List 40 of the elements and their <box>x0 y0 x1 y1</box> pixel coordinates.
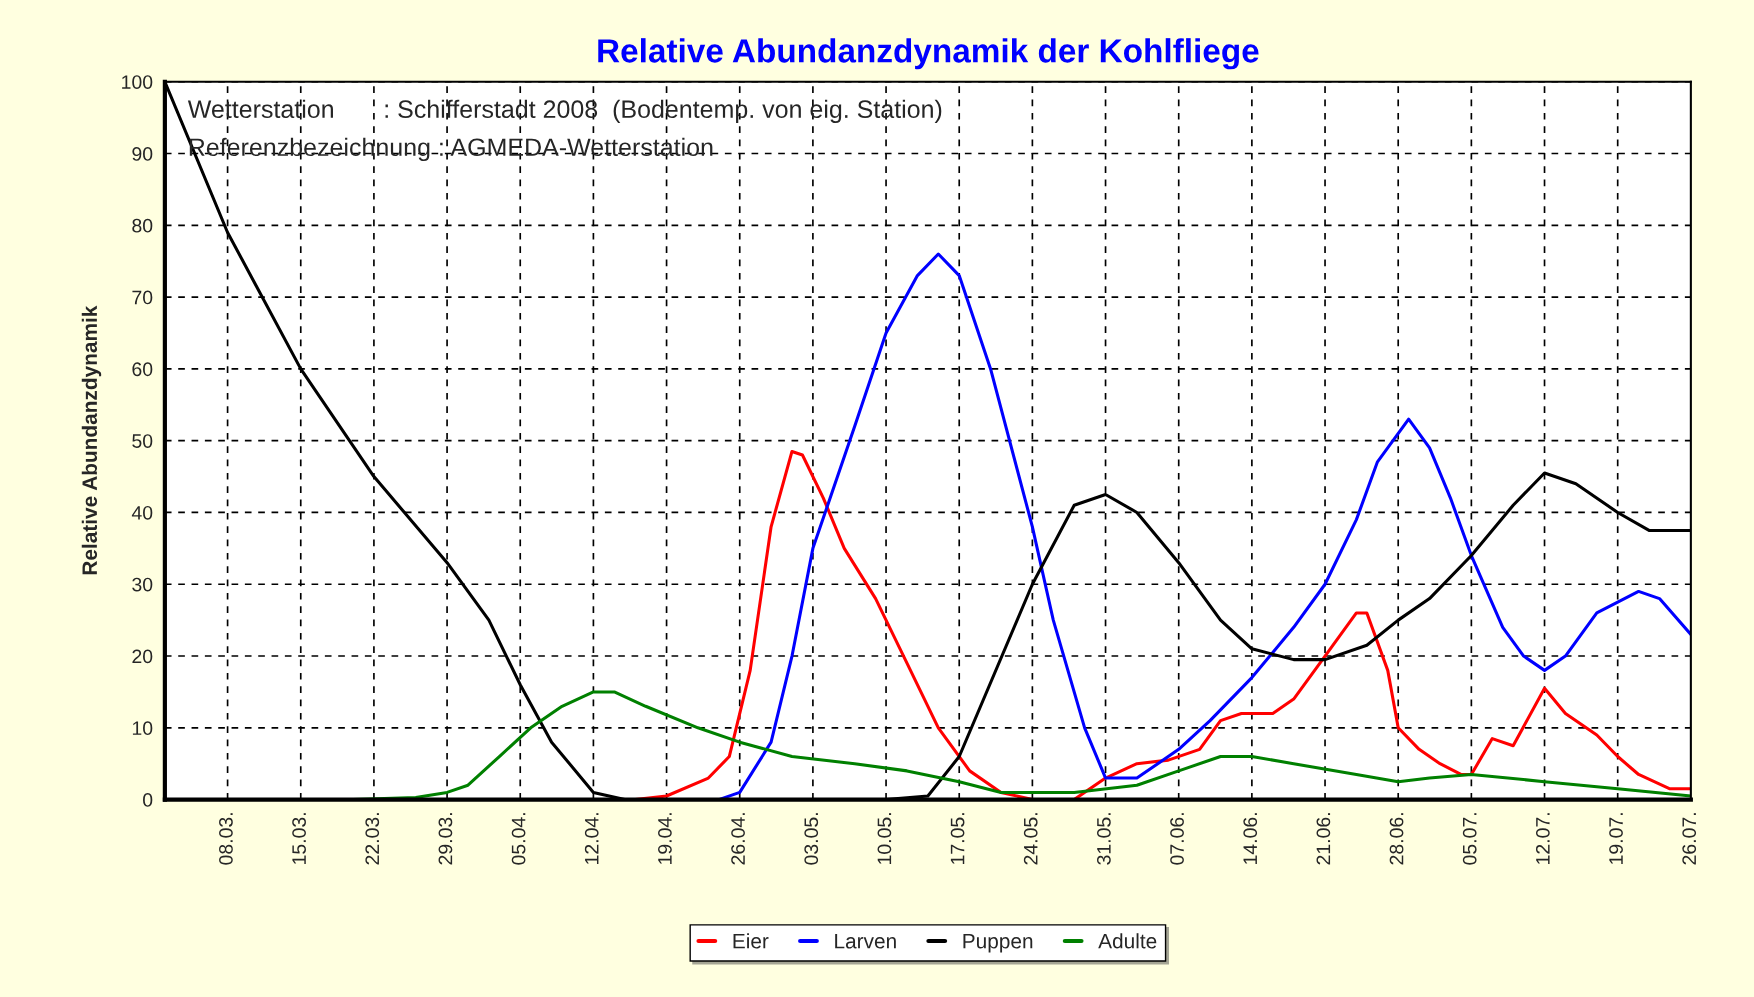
y-tick-label: 100 <box>122 75 153 89</box>
x-tick-label: 31.05. <box>1097 813 1111 865</box>
legend-label: Eier <box>733 933 769 949</box>
x-tick-label: 12.07. <box>1535 813 1550 864</box>
x-tick-label: 10.05. <box>877 813 892 864</box>
x-tick-label: 07.06. <box>1170 813 1184 865</box>
y-tick-label: 80 <box>132 218 153 233</box>
x-tick-label: 22.03. <box>365 813 380 865</box>
x-tick-label: 08.03. <box>219 813 233 865</box>
x-tick-label: 24.05. <box>1023 813 1038 865</box>
legend-label: Puppen <box>963 933 1033 953</box>
y-tick-label: 60 <box>132 362 153 377</box>
line-series <box>717 252 1691 800</box>
x-tick-label: 05.04. <box>511 813 526 865</box>
y-tick-label: 20 <box>132 649 153 664</box>
x-tick-label: 17.05. <box>950 813 965 864</box>
x-tick-label: 28.06. <box>1389 813 1404 865</box>
y-tick-label: 70 <box>132 290 153 305</box>
x-tick-label: 29.03. <box>438 813 453 865</box>
x-tick-label: 03.05. <box>804 813 819 865</box>
y-tick-label: 0 <box>143 793 153 807</box>
x-tick-label: 19.04. <box>658 813 672 864</box>
y-tick-label: 30 <box>132 577 153 592</box>
annotation: Wetterstation : Schifferstadt 2008 (Bodentemp. von eig. Station) <box>187 99 942 123</box>
x-tick-label: 26.07. <box>1682 813 1697 865</box>
chart-title: Relative Abundanzdynamik der Kohlfliege <box>598 38 1259 70</box>
y-tick-label: 50 <box>132 434 153 448</box>
y-axis-title: Relative Abundanzdynamik <box>81 305 102 575</box>
x-tick-label: 05.07. <box>1462 813 1477 865</box>
x-tick-label: 26.04. <box>731 813 745 865</box>
x-tick-label: 19.07. <box>1609 813 1623 864</box>
x-tick-label: 15.03. <box>292 813 306 864</box>
legend-label: Larven <box>835 933 896 949</box>
y-tick-label: 10 <box>132 721 153 736</box>
x-tick-label: 14.06. <box>1243 813 1258 864</box>
y-tick-label: 90 <box>132 147 153 161</box>
legend-label: Adulte <box>1098 933 1157 949</box>
y-tick-label: 40 <box>131 505 153 520</box>
x-tick-label: 12.04. <box>584 813 599 864</box>
x-tick-label: 21.06. <box>1316 813 1331 865</box>
